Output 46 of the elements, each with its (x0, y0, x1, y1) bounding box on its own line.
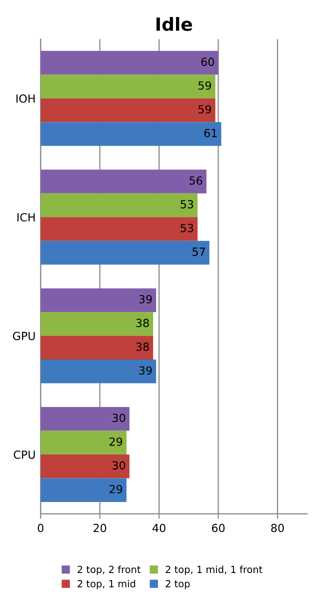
x-tick-label: 0 (38, 524, 44, 532)
bar (40, 288, 156, 312)
bar (40, 478, 126, 502)
data-label: 30 (112, 414, 126, 422)
data-label: 61 (204, 128, 217, 138)
y-tick-label: IOH (16, 94, 35, 103)
chart-title: Idle (156, 17, 192, 31)
y-tick-label: GPU (12, 332, 35, 340)
bar (40, 50, 218, 75)
bar (40, 193, 198, 218)
bar (40, 360, 156, 384)
legend-label: 2 top, 1 mid, 1 front (166, 566, 262, 575)
data-label: 29 (110, 437, 122, 446)
bar (40, 312, 154, 336)
x-tick-label: 60 (212, 524, 225, 532)
data-label: 60 (201, 58, 214, 66)
y-tick-label: ICH (17, 213, 35, 222)
bar (40, 336, 154, 360)
x-tick-label: 40 (152, 524, 166, 532)
legend-label: 2 top, 2 front (78, 566, 141, 575)
data-label: 39 (139, 295, 152, 304)
data-label: 56 (190, 176, 202, 185)
legend-label: 2 top, 1 mid (78, 580, 136, 590)
bar (40, 430, 126, 455)
data-label: 53 (180, 200, 194, 208)
data-label: 30 (112, 461, 126, 470)
bar (40, 74, 216, 98)
data-label: 38 (136, 342, 149, 351)
data-label: 39 (139, 366, 152, 375)
bar (40, 407, 130, 431)
data-label: 38 (136, 318, 149, 328)
x-tick-label: 80 (271, 524, 284, 532)
bar (40, 98, 216, 122)
data-label: 57 (192, 248, 205, 256)
data-label: 53 (180, 224, 194, 232)
bar (40, 170, 206, 194)
y-tick-label: CPU (14, 450, 35, 459)
x-tick-label: 20 (94, 524, 106, 532)
data-label: 29 (110, 484, 122, 494)
bar (40, 454, 130, 478)
bar (40, 122, 222, 146)
bar (40, 217, 198, 241)
bar (40, 240, 210, 265)
data-label: 59 (198, 81, 211, 90)
data-label: 59 (198, 105, 211, 114)
legend-label: 2 top (166, 580, 190, 590)
